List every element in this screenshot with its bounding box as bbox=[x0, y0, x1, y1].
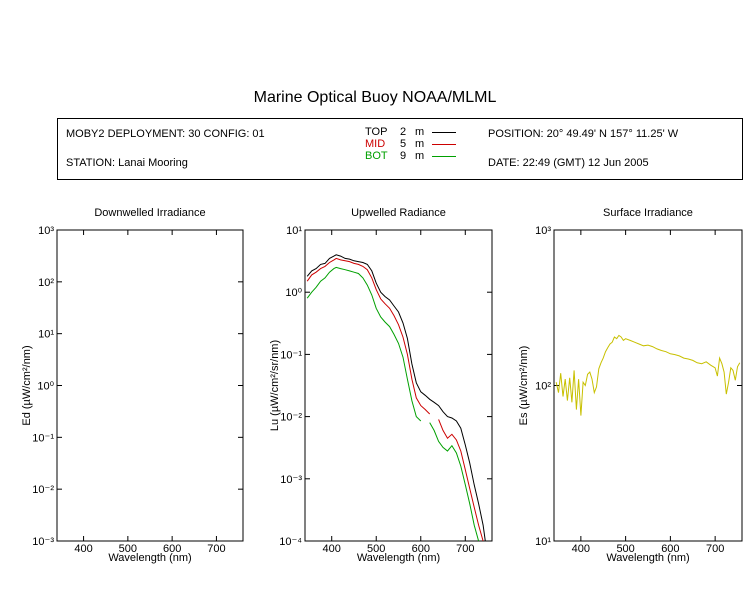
chart1-xlabel: Wavelength (nm) bbox=[108, 552, 191, 564]
chart2-series-top bbox=[306, 254, 486, 542]
chart2-ytick-label: 10⁻³ bbox=[280, 474, 302, 486]
chart2-xtick-label: 700 bbox=[456, 543, 474, 555]
legend-top-depth: 2 bbox=[400, 126, 407, 138]
legend-mid-name: MID bbox=[365, 138, 386, 150]
chart1-ytick-label: 10² bbox=[38, 277, 54, 289]
page-title: Marine Optical Buoy NOAA/MLML bbox=[253, 89, 497, 106]
legend-top-line bbox=[432, 132, 456, 133]
chart1-ytick-label: 10¹ bbox=[38, 329, 54, 341]
chart2-ytick-label: 10⁰ bbox=[285, 287, 302, 299]
chart3-frame bbox=[553, 229, 743, 542]
chart3-ytick-label: 10¹ bbox=[535, 536, 551, 548]
chart2-series-bot bbox=[306, 266, 480, 542]
chart1-ytick-label: 10⁻² bbox=[32, 484, 54, 496]
position-text: POSITION: 20° 49.49' N 157° 11.25' W bbox=[488, 128, 679, 140]
info-box: MOBY2 DEPLOYMENT: 30 CONFIG: 01 STATION:… bbox=[57, 118, 743, 180]
chart3-xlabel: Wavelength (nm) bbox=[606, 552, 689, 564]
chart2-xtick-label: 600 bbox=[412, 543, 430, 555]
chart3-title: Surface Irradiance bbox=[603, 207, 693, 219]
legend-top-unit: m bbox=[415, 126, 425, 138]
legend-bot-unit: m bbox=[415, 150, 425, 162]
chart1-ytick-label: 10⁻¹ bbox=[32, 432, 54, 444]
chart2-frame bbox=[304, 229, 493, 542]
chart2-xtick-label: 400 bbox=[323, 543, 341, 555]
station-text: STATION: Lanai Mooring bbox=[66, 157, 188, 169]
chart2-xtick-label: 500 bbox=[367, 543, 385, 555]
chart1-ylabel: Ed (µW/cm²/nm) bbox=[21, 345, 33, 425]
chart3-ytick-label: 10² bbox=[535, 381, 551, 393]
legend-mid-line bbox=[432, 144, 456, 145]
chart3-xtick-label: 700 bbox=[706, 543, 724, 555]
chart3-ylabel: Es (µW/cm²/nm) bbox=[518, 346, 530, 426]
chart1-xtick-label: 700 bbox=[207, 543, 225, 555]
deployment-text: MOBY2 DEPLOYMENT: 30 CONFIG: 01 bbox=[66, 128, 265, 140]
chart3-xtick-label: 600 bbox=[661, 543, 679, 555]
chart2-ytick-label: 10⁻⁴ bbox=[279, 536, 302, 548]
chart2-ytick-label: 10⁻² bbox=[280, 412, 302, 424]
legend-mid-unit: m bbox=[415, 138, 425, 150]
legend-bot-depth: 9 bbox=[400, 150, 407, 162]
date-text: DATE: 22:49 (GMT) 12 Jun 2005 bbox=[488, 157, 649, 169]
chart3-xtick-label: 500 bbox=[616, 543, 634, 555]
chart1-xtick-label: 400 bbox=[74, 543, 92, 555]
chart2-xlabel: Wavelength (nm) bbox=[357, 552, 440, 564]
legend-bot-line bbox=[432, 156, 456, 157]
chart2-series-mid bbox=[306, 257, 484, 542]
chart1-ytick-label: 10⁻³ bbox=[32, 536, 54, 548]
chart1-xtick-label: 600 bbox=[163, 543, 181, 555]
chart3-ytick-label: 10³ bbox=[535, 225, 551, 237]
chart1-title: Downwelled Irradiance bbox=[94, 207, 205, 219]
chart2-ylabel: Lu (µW/cm²/sr/nm) bbox=[269, 340, 281, 431]
chart3-xtick-label: 400 bbox=[572, 543, 590, 555]
legend-bot-name: BOT bbox=[365, 150, 388, 162]
chart2-ytick-label: 10¹ bbox=[286, 225, 302, 237]
chart1-ytick-label: 10³ bbox=[38, 225, 54, 237]
chart2-ytick-label: 10⁻¹ bbox=[280, 349, 302, 361]
chart1-ytick-label: 10⁰ bbox=[37, 381, 54, 393]
legend-top-name: TOP bbox=[365, 126, 388, 138]
chart1-frame bbox=[56, 229, 244, 542]
legend-mid-depth: 5 bbox=[400, 138, 407, 150]
chart1-xtick-label: 500 bbox=[119, 543, 137, 555]
chart3-series-es bbox=[555, 334, 741, 416]
chart2-title: Upwelled Radiance bbox=[351, 207, 446, 219]
